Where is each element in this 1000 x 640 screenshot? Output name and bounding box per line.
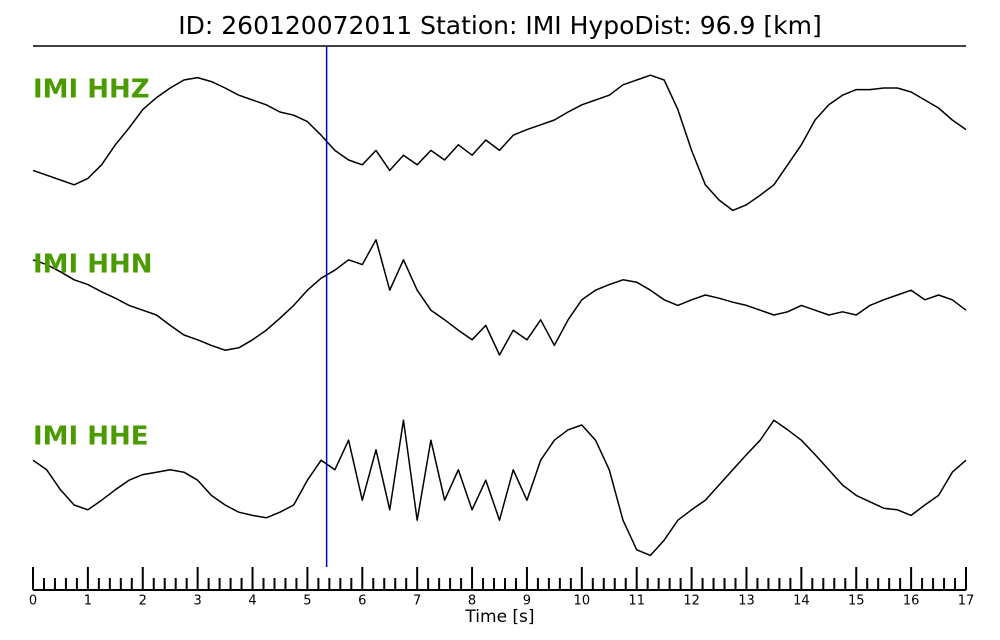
x-tick-label: 14: [793, 594, 810, 609]
x-tick-label: 12: [683, 594, 700, 609]
x-axis-label: Time [s]: [464, 607, 534, 627]
trace-label: IMI HHZ: [33, 75, 150, 105]
x-tick-label: 2: [139, 594, 147, 609]
x-tick-label: 9: [523, 594, 531, 609]
x-tick-label: 3: [194, 594, 202, 609]
x-tick-label: 7: [413, 594, 421, 609]
waveform: [32, 74, 967, 212]
trace-label: IMI HHE: [33, 422, 149, 452]
chart-title: ID: 260120072011 Station: IMI HypoDist: …: [178, 11, 821, 40]
trace-label: IMI HHN: [33, 250, 153, 280]
x-tick-label: 15: [848, 594, 865, 609]
x-tick-label: 11: [628, 594, 645, 609]
waveform: [32, 239, 967, 356]
x-tick-label: 5: [303, 594, 311, 609]
x-tick-label: 16: [903, 594, 920, 609]
x-tick-label: 4: [248, 594, 256, 609]
x-tick-label: 17: [958, 594, 975, 609]
x-tick-label: 1: [84, 594, 92, 609]
x-tick-label: 0: [29, 594, 37, 609]
x-tick-label: 6: [358, 594, 366, 609]
waveform: [32, 419, 967, 557]
x-tick-label: 8: [468, 594, 476, 609]
x-tick-label: 13: [738, 594, 755, 609]
x-tick-label: 10: [574, 594, 591, 609]
